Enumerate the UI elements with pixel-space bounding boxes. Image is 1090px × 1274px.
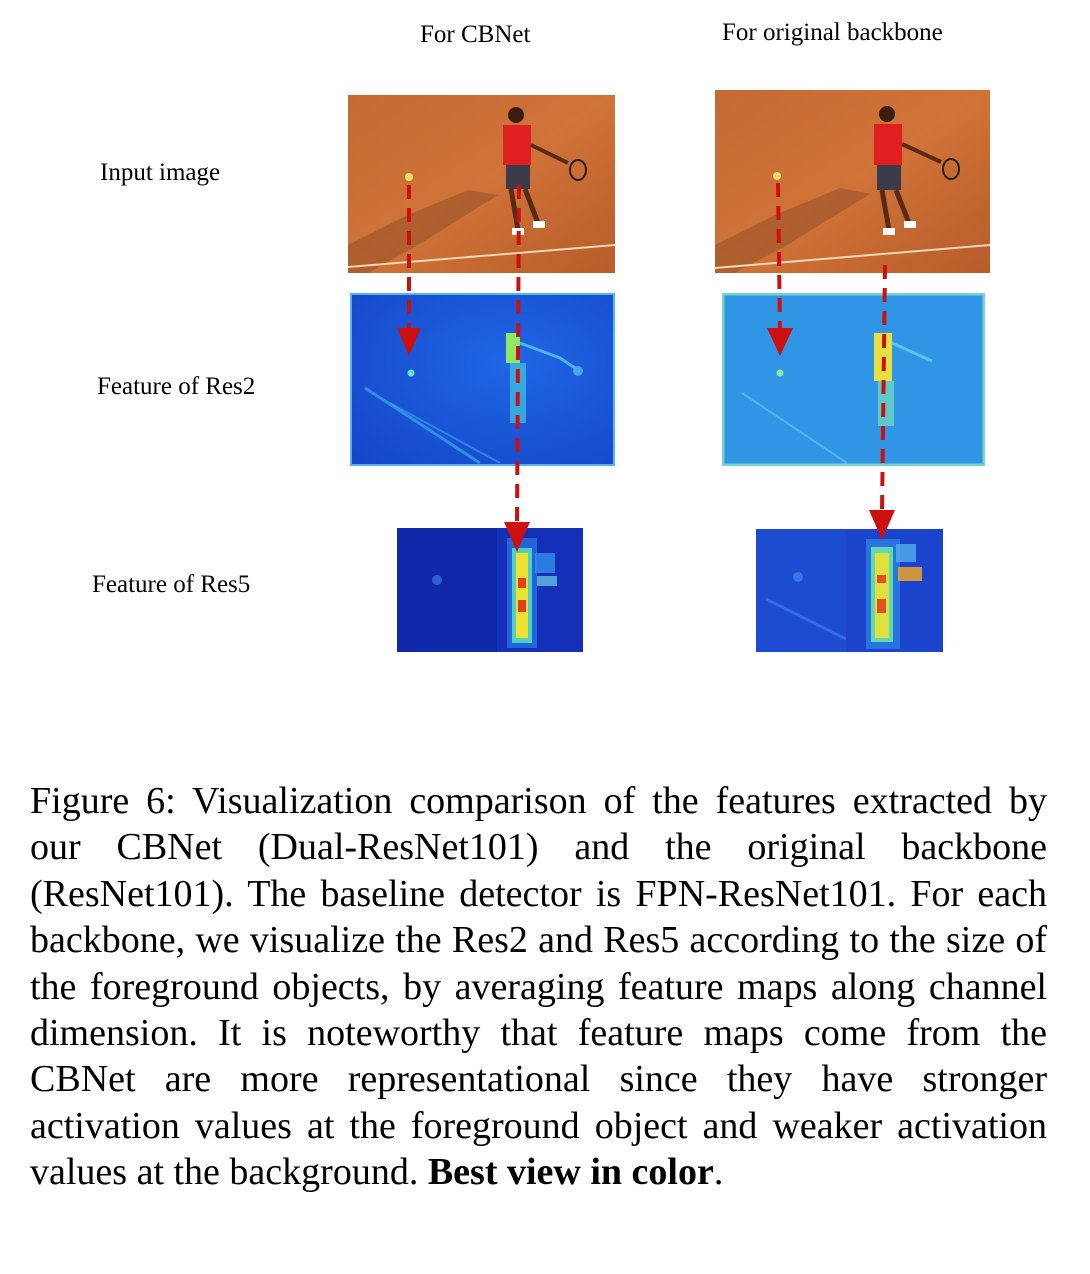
- caption-end: .: [713, 1151, 724, 1194]
- figure-caption: Figure 6: Visualization comparison of th…: [30, 778, 1047, 1196]
- res5-feature-cbnet: [397, 528, 583, 652]
- input-image-cbnet: [348, 95, 615, 273]
- row-label-res5: Feature of Res5: [92, 571, 251, 598]
- input-image-original-backbone: [715, 90, 990, 273]
- column-header-cbnet: For CBNet: [420, 21, 531, 48]
- caption-text: Figure 6: Visualization comparison of th…: [30, 780, 1047, 1194]
- row-label-input-image: Input image: [100, 159, 221, 186]
- res5-feature-original-backbone: [756, 529, 943, 652]
- caption-bold: Best view in color: [427, 1151, 714, 1194]
- row-label-res2: Feature of Res2: [97, 373, 256, 400]
- res2-feature-cbnet: [350, 293, 615, 466]
- res2-feature-original-backbone: [722, 293, 985, 466]
- column-header-original-backbone: For original backbone: [722, 19, 943, 46]
